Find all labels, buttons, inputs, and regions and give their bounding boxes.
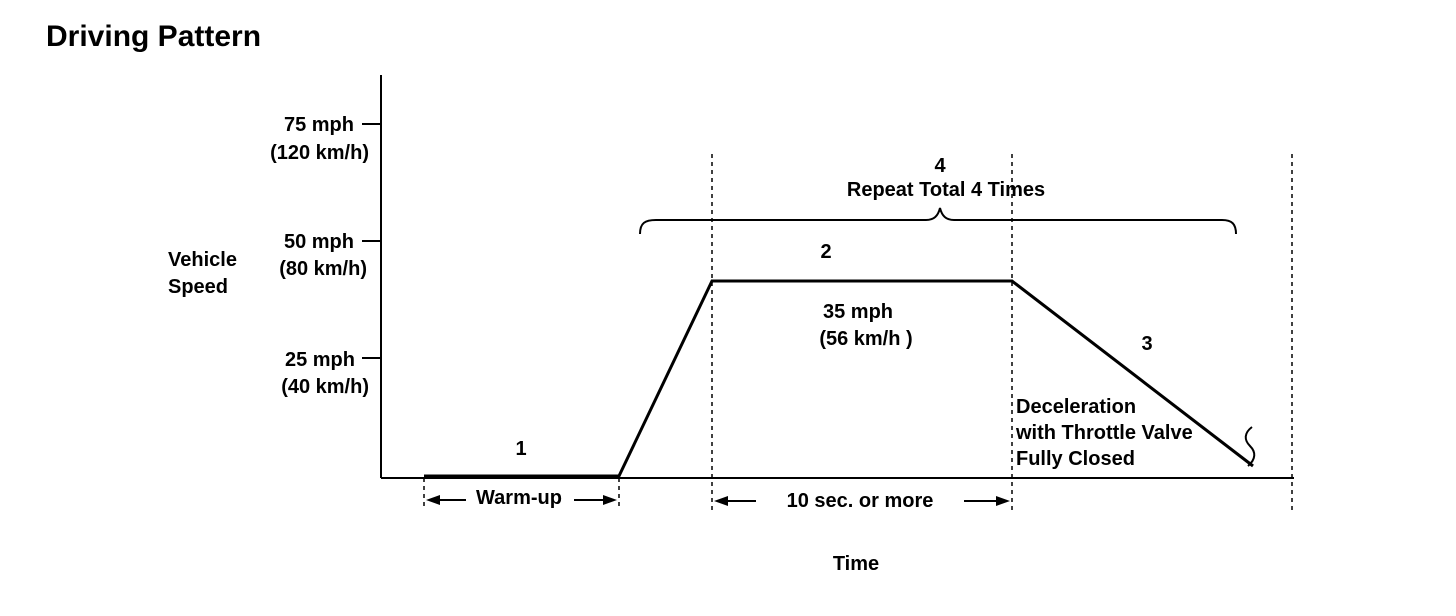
x-axis-label: Time — [833, 553, 879, 575]
deceleration-end-squiggle — [1244, 426, 1256, 467]
y-tick-label-25-kmh: (40 km/h) — [281, 376, 369, 398]
step2-speed-mph: 35 mph — [823, 301, 893, 323]
y-tick-label-75-mph: 75 mph — [284, 114, 354, 136]
step3-number: 3 — [1141, 333, 1152, 355]
step3-line1: Deceleration — [1016, 396, 1136, 418]
y-tick-label-50-kmh: (80 km/h) — [279, 258, 367, 280]
y-tick-label-50-mph: 50 mph — [284, 231, 354, 253]
y-tick-label-75-kmh: (120 km/h) — [270, 142, 369, 164]
step2-number: 2 — [820, 241, 831, 263]
warmup-arrow-right-head — [603, 495, 617, 505]
y-tick-label-25-mph: 25 mph — [285, 349, 355, 371]
diagram-title: Driving Pattern — [46, 20, 261, 53]
repeat-brace — [639, 207, 1237, 235]
step1-number: 1 — [515, 438, 526, 460]
step3-line2: with Throttle Valve — [1015, 422, 1193, 444]
y-axis-label-line1: Vehicle — [168, 249, 237, 271]
step2-duration: 10 sec. or more — [787, 490, 934, 512]
speed-profile-line — [424, 279, 1254, 478]
y-axis-label-line2: Speed — [168, 276, 228, 298]
step4-number: 4 — [934, 155, 946, 177]
step3-line3: Fully Closed — [1016, 448, 1135, 470]
cruise-arrow-right-head — [996, 496, 1010, 506]
step1-label: Warm-up — [476, 487, 562, 509]
cruise-arrow-left-head — [714, 496, 728, 506]
warmup-arrow-left-head — [426, 495, 440, 505]
step4-label: Repeat Total 4 Times — [847, 179, 1045, 201]
step2-speed-kmh: (56 km/h ) — [819, 328, 912, 350]
